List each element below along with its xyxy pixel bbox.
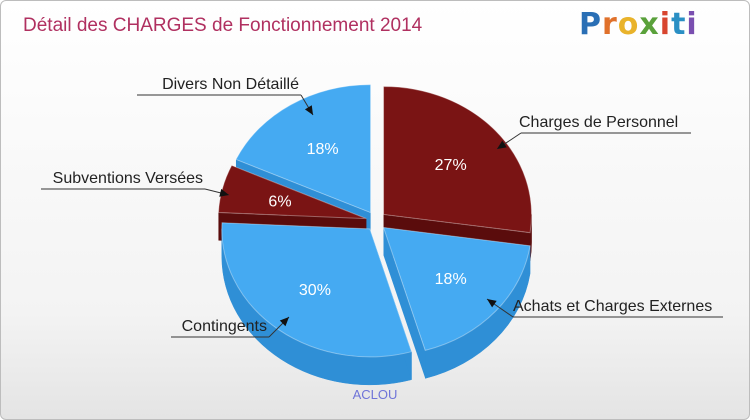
commune-name: ACLOU [352,387,398,402]
logo-letter: o [617,7,640,42]
chart-title: Détail des CHARGES de Fonctionnement 201… [23,15,423,36]
pie-slice [383,85,533,234]
slice-value-label: 18% [435,271,467,288]
callout-arrowhead [497,140,507,149]
logo-letter: i [686,7,698,42]
logo-letter: t [671,7,687,42]
pie-slice-cut-face [383,227,426,379]
slice-value-label: 6% [268,194,291,211]
pie-slice [217,164,367,220]
slice-category-label: Charges de Personnel [519,114,678,131]
slice-category-label: Achats et Charges Externes [513,298,712,315]
callout-arrowhead [219,188,229,197]
callout-arrowhead [304,105,313,115]
slice-value-label: 18% [307,141,339,158]
slice-category-label: Subventions Versées [53,170,203,187]
slice-category-label: Divers Non Détaillé [162,76,299,93]
logo-letter: i [659,7,672,42]
callout-arrowhead [279,317,289,327]
logo-letter: P [579,7,602,42]
logo-letter: r [602,7,618,42]
pie-slice [221,222,413,358]
logo-letter: x [639,7,660,42]
proxiti-logo[interactable]: Proxiti [579,7,698,42]
pie-slice [382,226,531,351]
slice-category-label: Contingents [182,318,267,335]
callout-arrowhead [487,299,497,308]
slice-value-label: 30% [299,282,331,299]
slice-value-label: 27% [435,157,467,174]
pie-slice [235,84,372,214]
